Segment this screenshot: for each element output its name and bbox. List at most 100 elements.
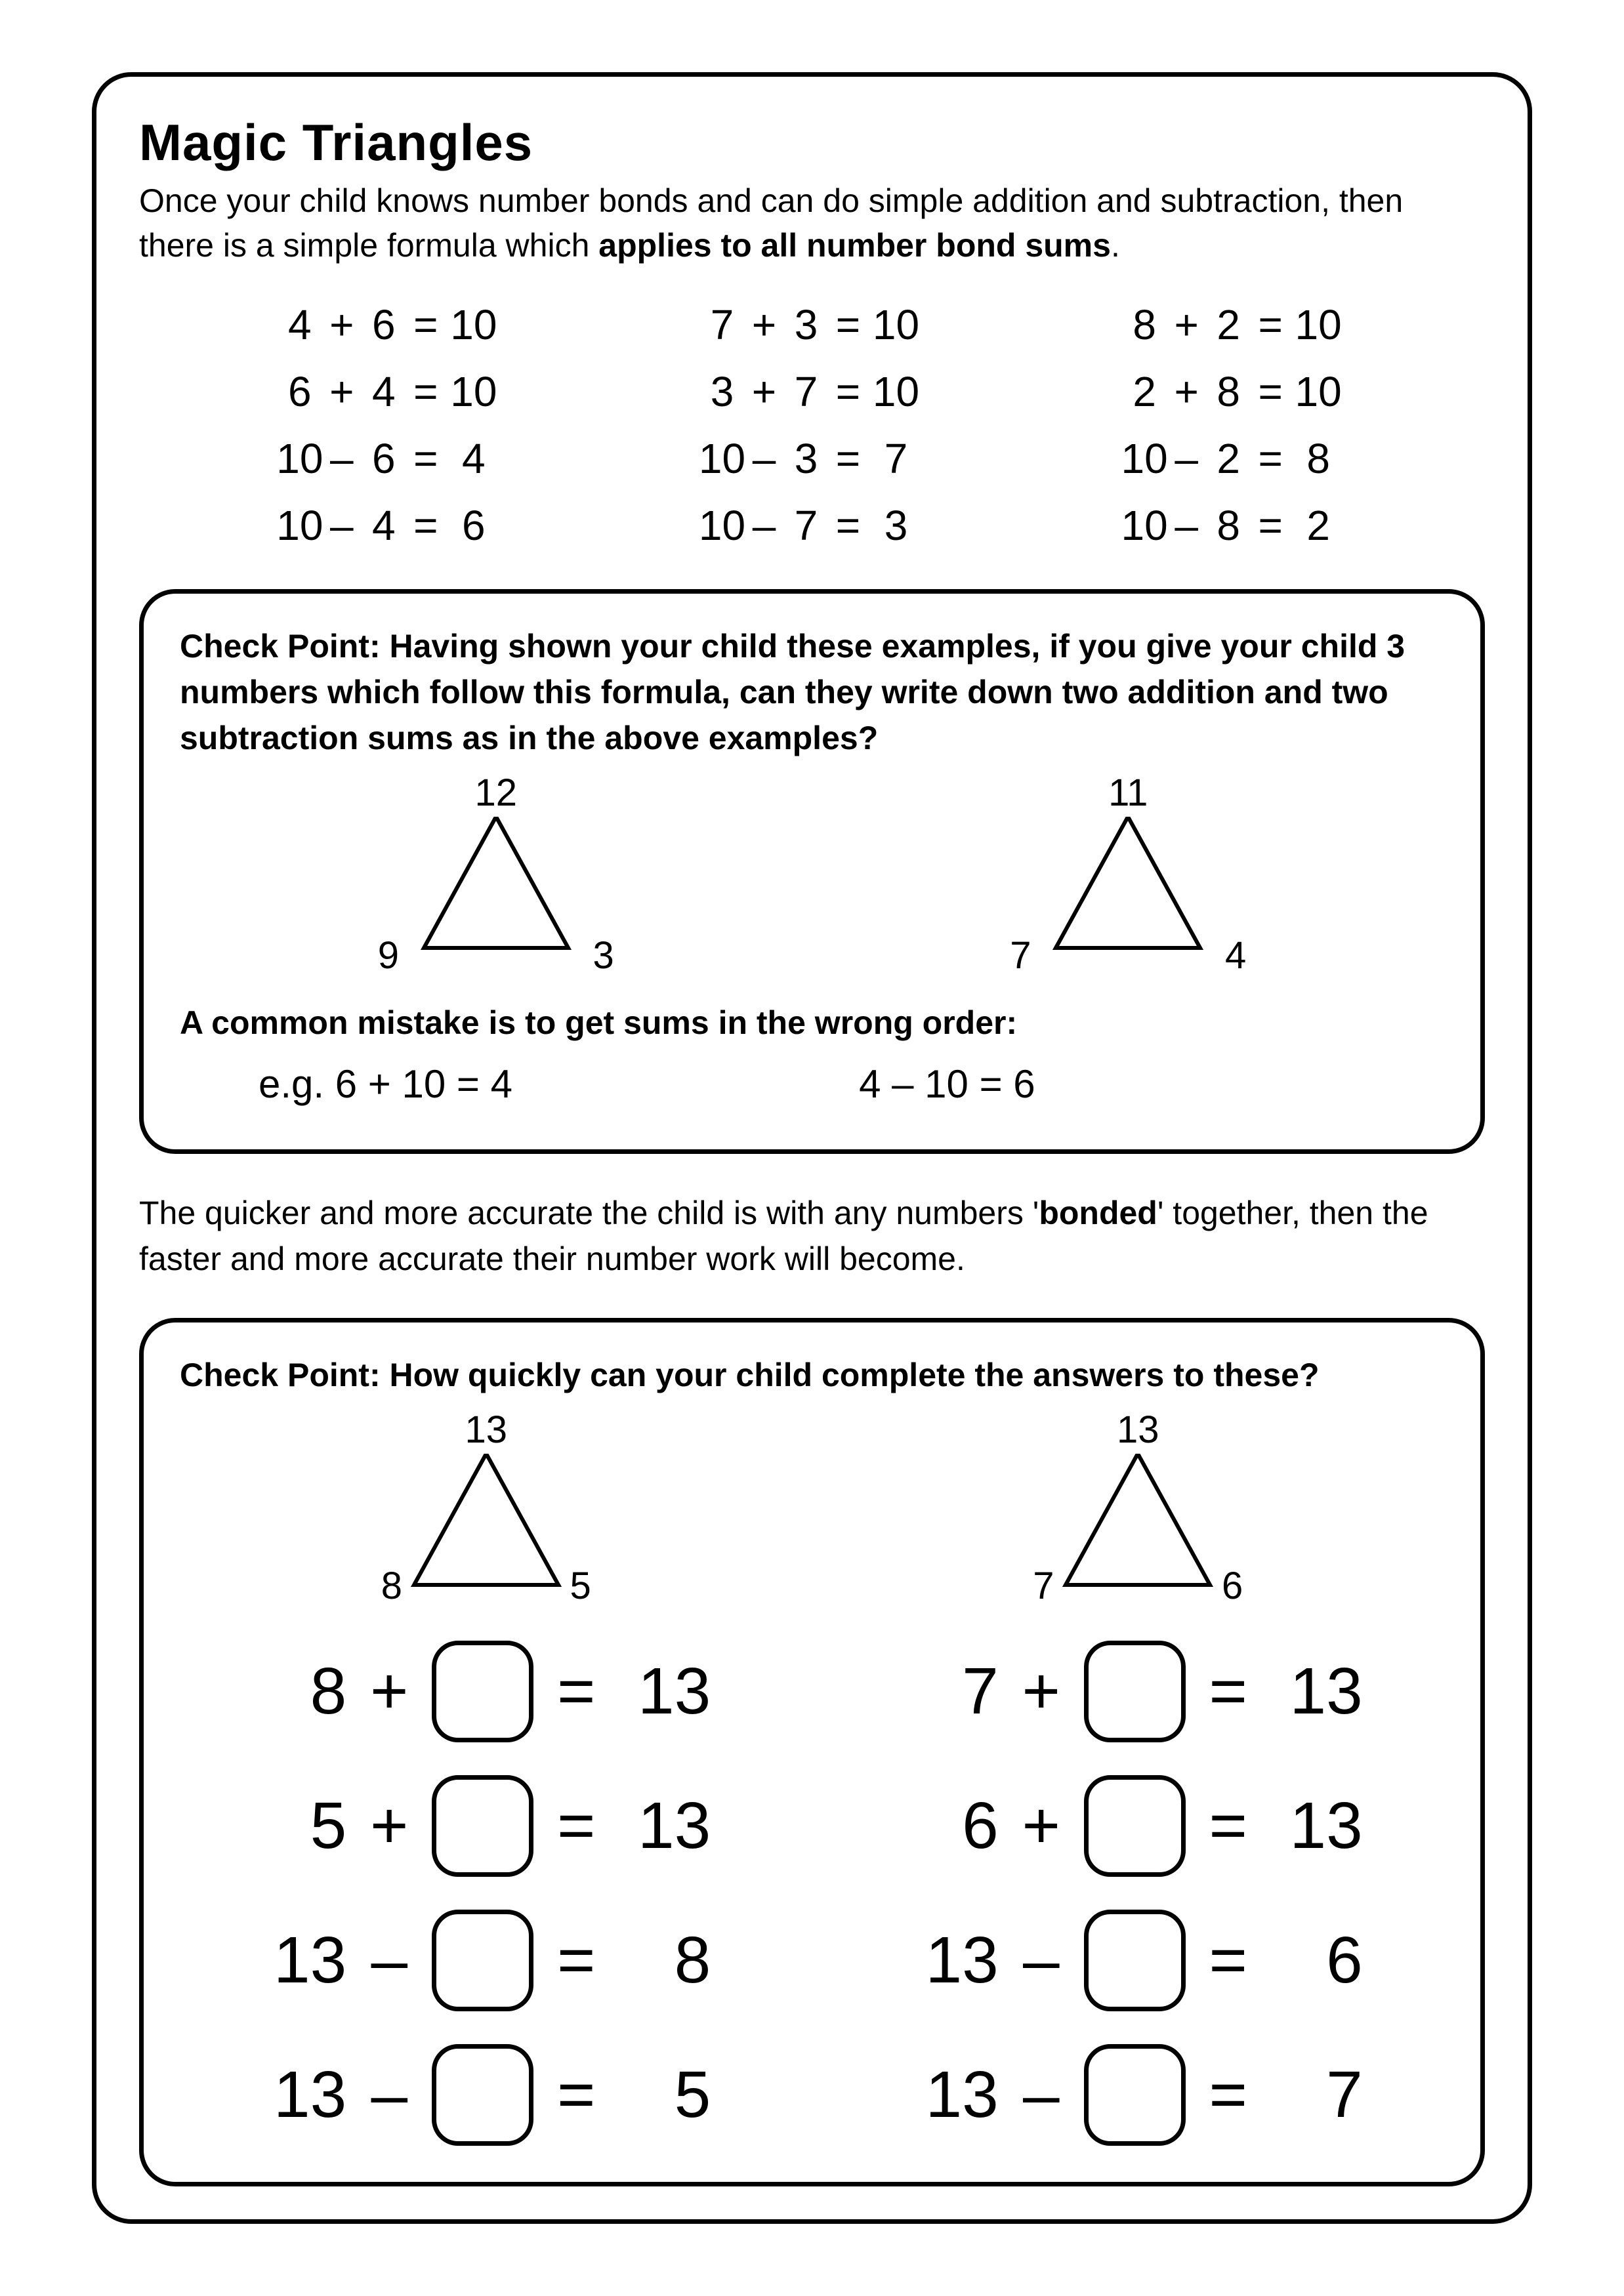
result: 5	[619, 2057, 711, 2133]
intro-bold: applies to all number bond sums	[598, 227, 1111, 264]
equals-sign: =	[1205, 1923, 1251, 1998]
operand-a: 3	[698, 367, 745, 416]
result: 7	[866, 434, 925, 483]
triangle-right: 5	[570, 1564, 591, 1608]
operand-a: 8	[1121, 300, 1168, 349]
operator: –	[366, 1923, 412, 1998]
operator: –	[1168, 434, 1205, 483]
operand-b: 2	[1205, 434, 1252, 483]
middle-bold: bonded	[1039, 1195, 1157, 1231]
triangle-3: 13 8 5	[355, 1418, 617, 1608]
operator: +	[1018, 1788, 1064, 1864]
triangle-right: 4	[1225, 933, 1246, 977]
practice-row: 5+=13	[180, 1775, 793, 1877]
equation-row: 4+6=10	[276, 300, 503, 349]
answer-box[interactable]	[1084, 1910, 1186, 2011]
operand-a: 13	[261, 2057, 346, 2133]
operand-a: 7	[913, 1654, 999, 1729]
operand-a: 10	[698, 434, 745, 483]
result: 8	[619, 1923, 711, 1998]
practice-row: 8+=13	[180, 1641, 793, 1742]
answer-box[interactable]	[432, 1641, 533, 1742]
practice-row: 7+=13	[832, 1641, 1445, 1742]
answer-box[interactable]	[1084, 1775, 1186, 1877]
operator: +	[366, 1788, 412, 1864]
operand-b: 6	[360, 300, 407, 349]
middle-part1: The quicker and more accurate the child …	[139, 1195, 1039, 1231]
equals-sign: =	[407, 300, 444, 349]
operand-a: 10	[276, 434, 323, 483]
operand-a: 2	[1121, 367, 1168, 416]
checkpoint-1-text: Check Point: Having shown your child the…	[180, 623, 1444, 761]
triangle-icon	[1049, 817, 1207, 954]
answer-box[interactable]	[432, 2044, 533, 2146]
equation-row: 3+7=10	[698, 367, 925, 416]
triangle-right: 3	[593, 933, 614, 977]
practice-row: 13– = 5	[180, 2044, 793, 2146]
practice-col-right: 13 7 6 7+=136+=1313–=613–=7	[832, 1418, 1445, 2146]
triangle-left: 7	[1033, 1564, 1054, 1608]
result: 7	[1271, 2057, 1363, 2133]
equals-sign: =	[1205, 2057, 1251, 2133]
equals-sign: =	[553, 1654, 599, 1729]
answer-box[interactable]	[432, 1775, 533, 1877]
operand-b: 2	[1205, 300, 1252, 349]
triangle-right: 6	[1222, 1564, 1243, 1608]
equation-row: 2+8=10	[1121, 367, 1348, 416]
checkpoint-box-2: Check Point: How quickly can your child …	[139, 1318, 1485, 2186]
operand-b: 7	[782, 367, 829, 416]
equals-sign: =	[407, 501, 444, 550]
operator: +	[323, 367, 360, 416]
intro-text: Once your child knows number bonds and c…	[139, 179, 1485, 268]
checkpoint-box-1: Check Point: Having shown your child the…	[139, 589, 1485, 1154]
operand-b: 7	[782, 501, 829, 550]
operator: –	[745, 434, 782, 483]
operator: –	[745, 501, 782, 550]
operand-b: 6	[360, 434, 407, 483]
operand-a: 6	[913, 1788, 999, 1864]
equations-col-3: 8+2=102+8=1010–2=810–8=2	[1121, 300, 1348, 550]
operand-a: 8	[261, 1654, 346, 1729]
answer-box[interactable]	[1084, 2044, 1186, 2146]
practice-row: 13–=8	[180, 1910, 793, 2011]
practice-rows-left: 8+=135+=1313–=813–=5	[180, 1641, 793, 2146]
mistake-ex-1: e.g. 6 + 10 = 4	[259, 1061, 859, 1107]
operator: –	[366, 2057, 412, 2133]
equations-grid: 4+6=106+4=1010–6=410–4=6 7+3=103+7=1010–…	[178, 300, 1446, 550]
operator: +	[323, 300, 360, 349]
answer-box[interactable]	[432, 1910, 533, 2011]
equals-sign: =	[1205, 1788, 1251, 1864]
practice-col-left: 13 8 5 8+=135+=1313–=813–=5	[180, 1418, 793, 2146]
triangle-top: 13	[1117, 1408, 1159, 1452]
triangle-left: 8	[381, 1564, 402, 1608]
operator: –	[1168, 501, 1205, 550]
equals-sign: =	[553, 1788, 599, 1864]
operand-a: 13	[913, 2057, 999, 2133]
operator: +	[745, 300, 782, 349]
result: 13	[619, 1788, 711, 1864]
operand-b: 4	[360, 367, 407, 416]
triangle-1: 12 9 3	[352, 781, 640, 977]
equals-sign: =	[407, 367, 444, 416]
result: 4	[444, 434, 503, 483]
answer-box[interactable]	[1084, 1641, 1186, 1742]
equals-sign: =	[1252, 501, 1289, 550]
checkpoint-2-text: Check Point: How quickly can your child …	[180, 1352, 1444, 1398]
equation-row: 10–2=8	[1121, 434, 1348, 483]
operand-a: 10	[276, 501, 323, 550]
equation-row: 10–7=3	[698, 501, 925, 550]
equations-col-1: 4+6=106+4=1010–6=410–4=6	[276, 300, 503, 550]
equals-sign: =	[553, 2057, 599, 2133]
practice-row: 13–=6	[832, 1910, 1445, 2011]
result: 10	[866, 300, 925, 349]
triangle-top: 13	[465, 1408, 507, 1452]
operator: –	[323, 501, 360, 550]
result: 3	[866, 501, 925, 550]
result: 10	[866, 367, 925, 416]
mistake-ex-2: 4 – 10 = 6	[859, 1061, 1405, 1107]
outer-frame: Magic Triangles Once your child knows nu…	[92, 72, 1532, 2224]
result: 10	[1289, 300, 1348, 349]
operand-a: 7	[698, 300, 745, 349]
equals-sign: =	[829, 300, 866, 349]
operand-b: 3	[782, 434, 829, 483]
